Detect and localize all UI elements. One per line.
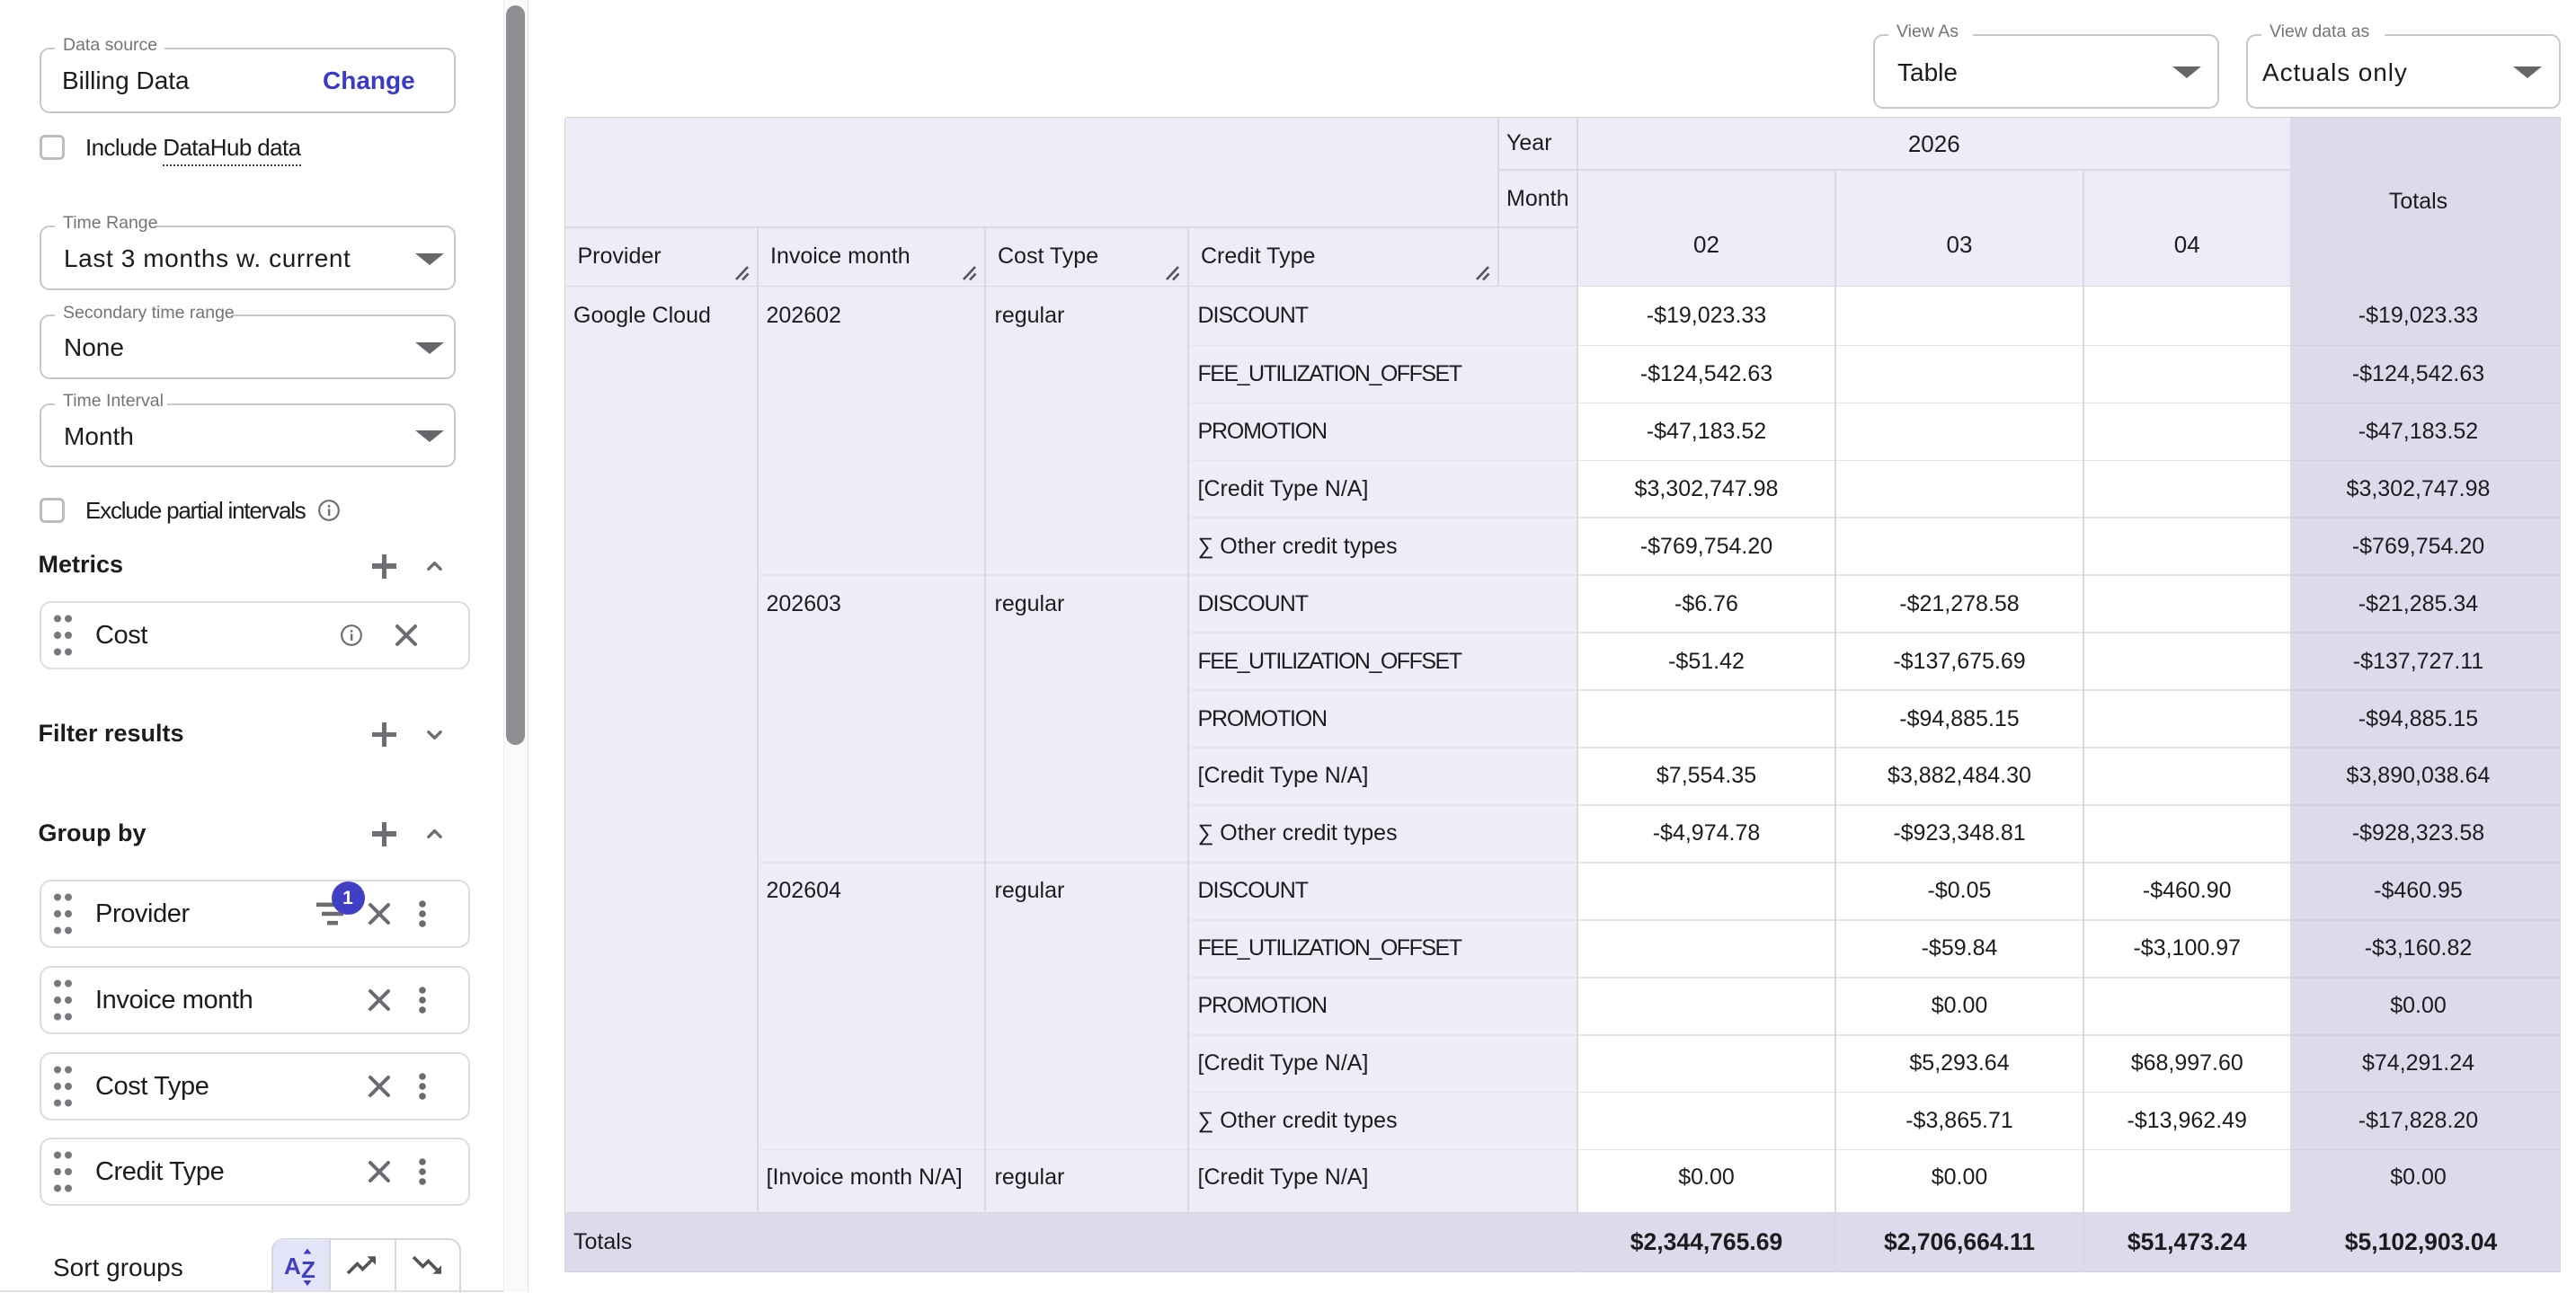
svg-text:A: A xyxy=(284,1253,301,1280)
svg-text:Z: Z xyxy=(301,1256,315,1283)
